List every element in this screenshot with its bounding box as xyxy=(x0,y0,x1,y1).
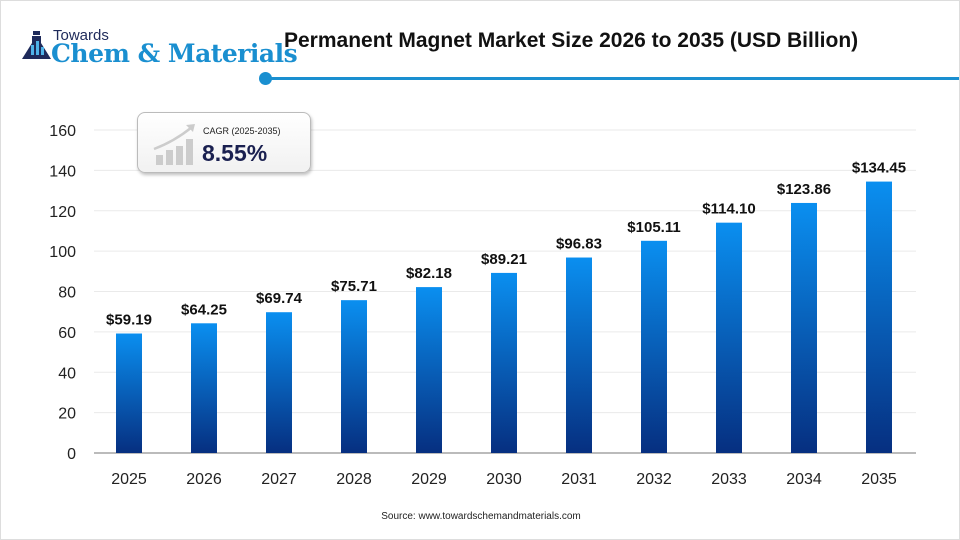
y-tick-label: 60 xyxy=(58,325,76,342)
data-label: $75.71 xyxy=(331,278,377,295)
x-tick-label: 2025 xyxy=(111,471,147,488)
data-label: $59.19 xyxy=(106,312,152,329)
bar xyxy=(116,333,142,453)
y-tick-label: 140 xyxy=(49,163,76,180)
cagr-label: CAGR (2025-2035) xyxy=(203,126,281,136)
x-tick-label: 2027 xyxy=(261,471,297,488)
y-tick-label: 160 xyxy=(49,123,76,140)
bar xyxy=(341,300,367,453)
cagr-value: 8.55% xyxy=(202,140,268,166)
data-label: $123.86 xyxy=(777,181,831,198)
x-tick-label: 2030 xyxy=(486,471,522,488)
y-tick-label: 100 xyxy=(49,244,76,261)
y-tick-label: 80 xyxy=(58,285,76,302)
x-tick-label: 2026 xyxy=(186,471,222,488)
data-label: $89.21 xyxy=(481,251,527,268)
data-label: $134.45 xyxy=(852,160,906,177)
data-label: $69.74 xyxy=(256,290,303,307)
title-rule xyxy=(265,77,959,80)
x-tick-label: 2029 xyxy=(411,471,447,488)
logo-line1: Towards xyxy=(53,27,109,44)
growth-chart-icon xyxy=(153,124,195,165)
bar xyxy=(191,323,217,453)
source-note: Source: www.towardschemandmaterials.com xyxy=(381,511,581,522)
x-tick-label: 2034 xyxy=(786,471,822,488)
data-label: $105.11 xyxy=(627,219,680,236)
bar xyxy=(716,222,742,453)
cagr-box: CAGR (2025-2035) 8.55% xyxy=(137,112,311,173)
chart-title: Permanent Magnet Market Size 2026 to 203… xyxy=(284,29,859,52)
bar xyxy=(866,181,892,454)
data-label: $64.25 xyxy=(181,301,227,318)
bar xyxy=(491,272,517,453)
x-tick-label: 2033 xyxy=(711,471,747,488)
bar xyxy=(566,257,592,453)
y-tick-label: 40 xyxy=(58,365,76,382)
bar xyxy=(791,202,817,453)
bar xyxy=(641,240,667,453)
x-tick-label: 2032 xyxy=(636,471,672,488)
data-label: $114.10 xyxy=(702,201,755,218)
x-tick-label: 2028 xyxy=(336,471,372,488)
x-tick-label: 2031 xyxy=(561,471,597,488)
data-label: $96.83 xyxy=(556,236,602,253)
y-tick-label: 120 xyxy=(49,204,76,221)
logo-line2: Chem & Materials xyxy=(51,39,298,68)
x-tick-label: 2035 xyxy=(861,471,897,488)
bar xyxy=(416,287,442,453)
y-tick-label: 0 xyxy=(67,446,76,463)
y-tick-label: 20 xyxy=(58,406,76,423)
bar xyxy=(266,312,292,453)
flask-icon xyxy=(22,31,51,59)
data-label: $82.18 xyxy=(406,265,452,282)
